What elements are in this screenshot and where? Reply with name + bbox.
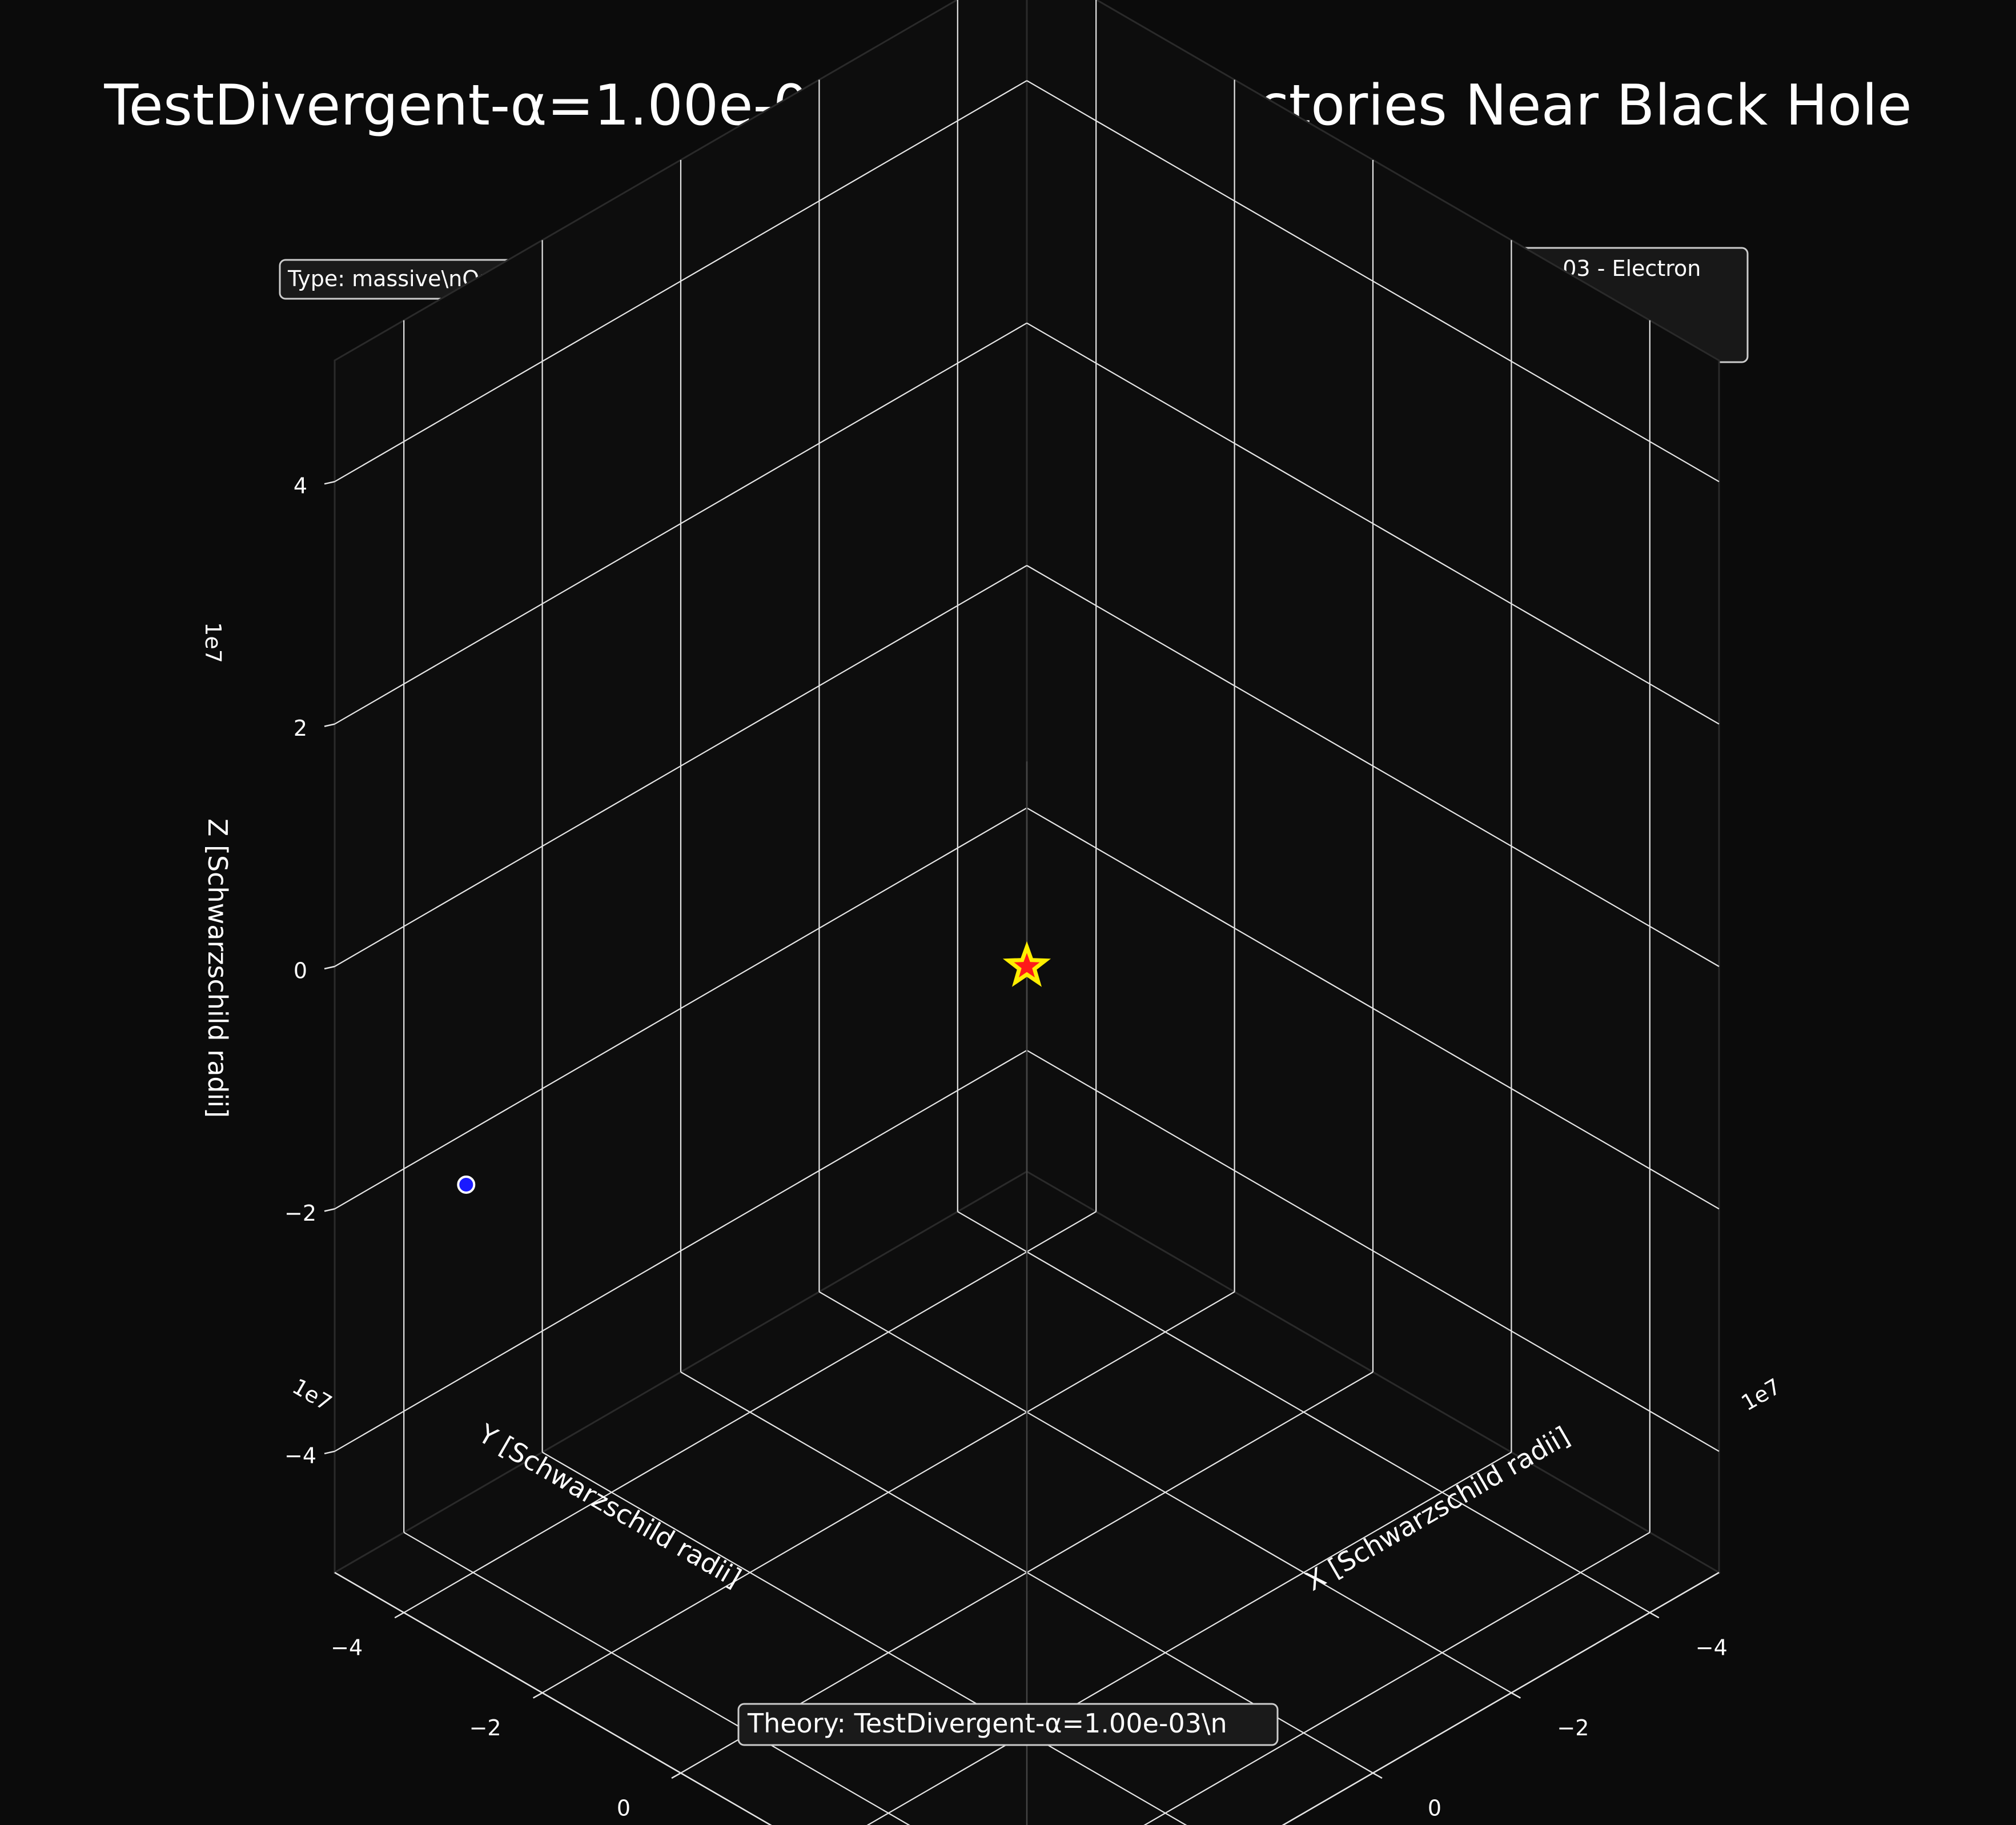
grid-z-wall-y — [334, 322, 1027, 725]
particle-marker — [457, 1175, 476, 1194]
z-tick-label: −4 — [284, 1443, 316, 1468]
x-tick-label: −4 — [1696, 1635, 1728, 1660]
y-tick-label: 0 — [617, 1796, 630, 1821]
z-tick-label: −2 — [284, 1201, 316, 1226]
grid-z-wall-y — [334, 1049, 1027, 1452]
y-tick-label: −4 — [331, 1635, 363, 1660]
z-tick-mark — [324, 723, 335, 727]
footer-box: Theory: TestDivergent-α=1.00e-03\n — [737, 1703, 1279, 1746]
x-tick-mark — [1511, 1692, 1521, 1699]
footer-box-text: Theory: TestDivergent-α=1.00e-03\n — [747, 1708, 1227, 1739]
singularity-marker — [1002, 941, 1051, 987]
x-tick-label: −2 — [1557, 1715, 1589, 1740]
axes-3d — [324, 0, 1721, 1825]
grid-y-floor — [866, 1451, 1512, 1825]
grid-z-wall-x — [1026, 565, 1720, 967]
grid-z-wall-y — [334, 80, 1027, 483]
grid-z-wall-x — [1026, 322, 1720, 725]
grid-z-wall-y — [334, 807, 1027, 1210]
z-tick-label: 4 — [294, 474, 307, 499]
x-tick-mark — [1649, 1612, 1660, 1619]
grid-z-wall-x — [1026, 807, 1720, 1210]
z-tick-mark — [324, 1208, 335, 1212]
z-tick-mark — [324, 1450, 335, 1455]
y-tick-mark — [532, 1692, 543, 1699]
grid-z-wall-y — [334, 565, 1027, 967]
x-tick-label: 0 — [1428, 1796, 1441, 1821]
z-tick-label: 0 — [294, 958, 307, 984]
z-offset-label: 1e7 — [200, 622, 226, 663]
y-tick-mark — [394, 1612, 404, 1619]
z-tick-label: 2 — [294, 716, 307, 741]
y-tick-label: −2 — [469, 1715, 501, 1740]
data-marks — [457, 941, 1051, 1194]
z-axis-label: Z [Schwarzschild radii] — [202, 819, 233, 1118]
y-tick-mark — [671, 1772, 681, 1779]
z-tick-mark — [324, 480, 335, 485]
grid-z-wall-x — [1026, 80, 1720, 483]
grid-y-floor — [403, 1211, 1097, 1614]
x-tick-mark — [1372, 1772, 1383, 1779]
grid-z-wall-x — [1026, 1049, 1720, 1452]
grid-y-floor — [542, 1291, 1235, 1694]
grid-y-floor — [1143, 1531, 1650, 1825]
z-tick-mark — [324, 965, 335, 970]
